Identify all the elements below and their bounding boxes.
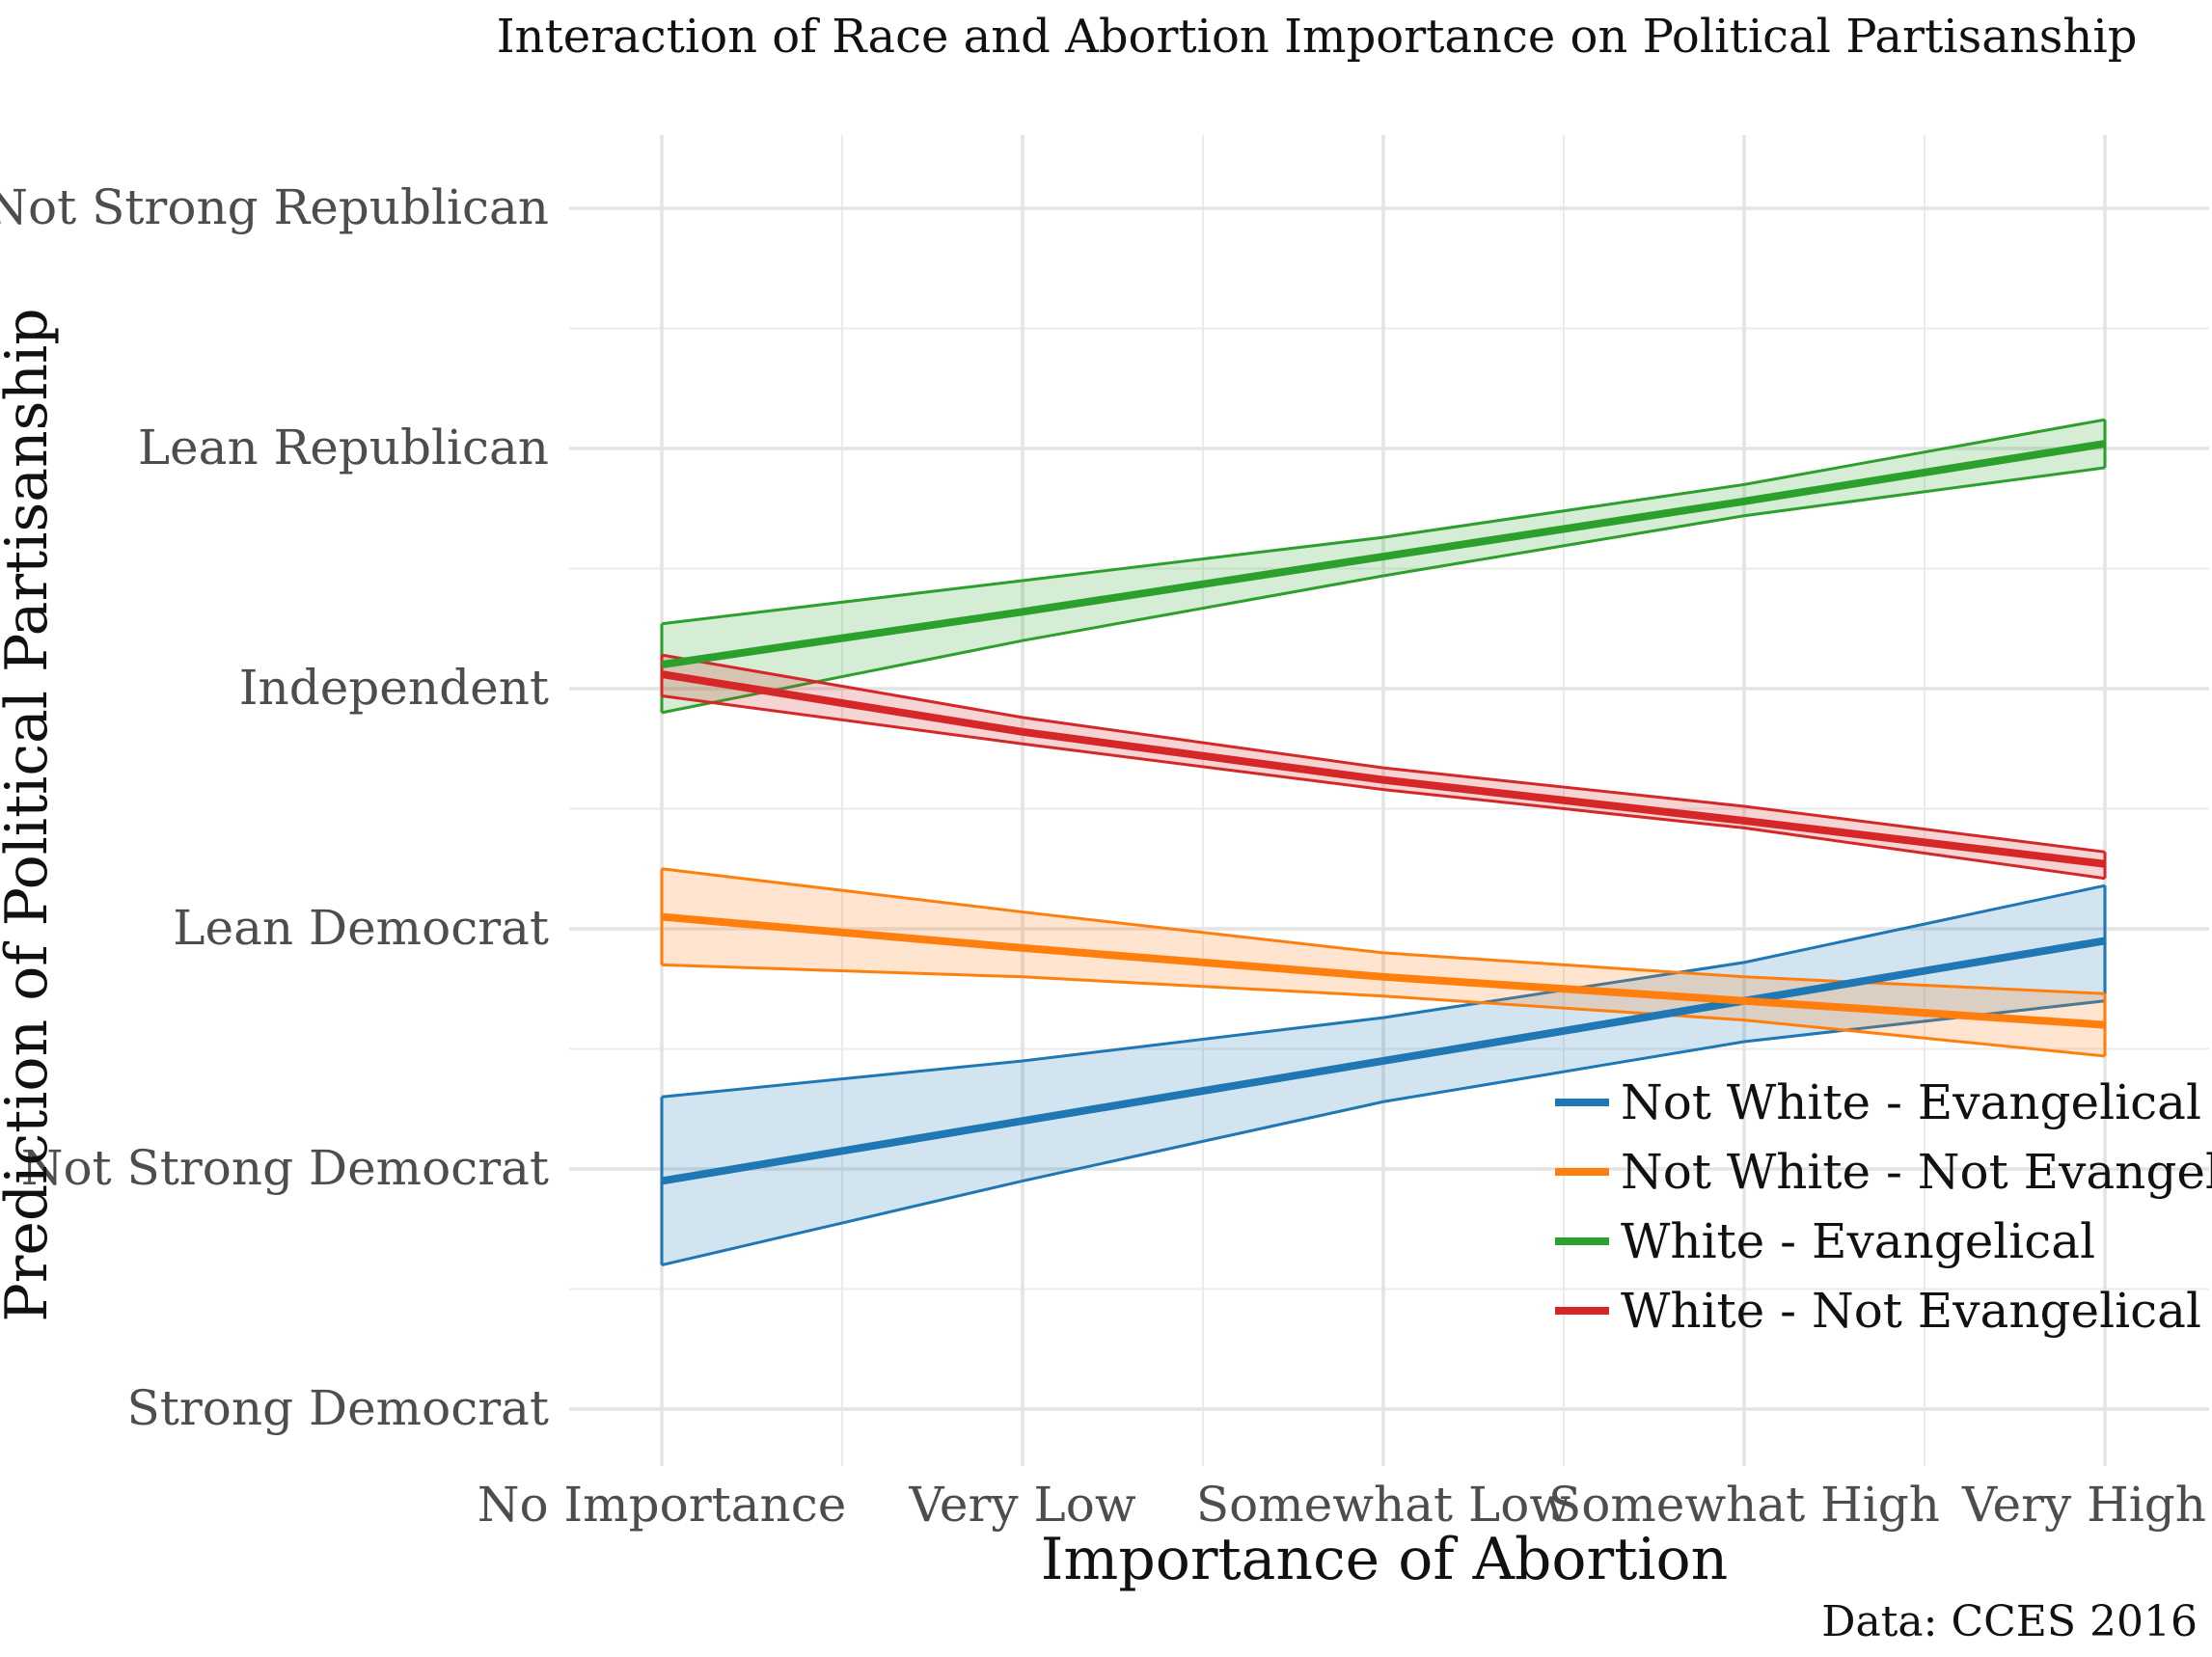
x-tick-label: Somewhat High bbox=[1548, 1477, 1940, 1533]
confidence-ribbon bbox=[662, 885, 2105, 1265]
ribbon-lower-edge bbox=[661, 963, 2106, 1058]
legend-label: Not White - Not Evangelical bbox=[1621, 1144, 2212, 1200]
ribbon-lower-edge bbox=[661, 466, 2106, 715]
y-tick-label: Not Strong Republican bbox=[0, 179, 549, 235]
x-tick-label: No Importance bbox=[478, 1477, 847, 1533]
x-tick-labels: No Importance Very Low Somewhat LowSomewha… bbox=[478, 1477, 2206, 1533]
y-tick-label: Not Strong Democrat bbox=[21, 1140, 549, 1196]
y-axis-title: Prediction of Political Partisanship bbox=[0, 308, 61, 1321]
series-lines bbox=[661, 440, 2106, 1185]
series-line bbox=[661, 440, 2106, 669]
x-tick-label: Very Low bbox=[908, 1477, 1135, 1533]
x-tick-label: Very High bbox=[1961, 1477, 2206, 1533]
legend-label: White - Evangelical bbox=[1621, 1213, 2095, 1269]
y-tick-label: Strong Democrat bbox=[127, 1380, 549, 1436]
x-axis-title: Importance of Abortion bbox=[1041, 1526, 1729, 1593]
ribbon-lower-edge bbox=[661, 999, 2106, 1267]
series-line bbox=[661, 937, 2106, 1185]
caption: Data: CCES 2016 bbox=[1821, 1597, 2198, 1646]
legend-label: Not White - Evangelical bbox=[1621, 1074, 2201, 1130]
confidence-ribbon bbox=[662, 868, 2105, 1056]
ribbon-upper-edge bbox=[661, 883, 2106, 1099]
ribbon-upper-edge bbox=[661, 653, 2106, 854]
chart-title: Interaction of Race and Abortion Importa… bbox=[497, 10, 2138, 64]
y-tick-label: Lean Republican bbox=[138, 420, 549, 475]
x-tick-label: Somewhat Low bbox=[1196, 1477, 1570, 1533]
series-line bbox=[661, 670, 2106, 868]
series-line bbox=[661, 912, 2106, 1029]
ribbon-upper-edge bbox=[661, 418, 2106, 626]
legend-label: White - Not Evangelical bbox=[1621, 1283, 2201, 1339]
y-tick-label: Independent bbox=[239, 660, 549, 716]
y-tick-label: Lean Democrat bbox=[173, 900, 549, 956]
legend: Not White - Evangelical Not White - Not E… bbox=[1555, 1074, 2212, 1339]
ribbon-lower-edge bbox=[661, 693, 2106, 881]
confidence-ribbons bbox=[660, 418, 2107, 1267]
y-tick-labels: Strong Democrat Not Strong Democrat Lean D… bbox=[0, 179, 549, 1436]
